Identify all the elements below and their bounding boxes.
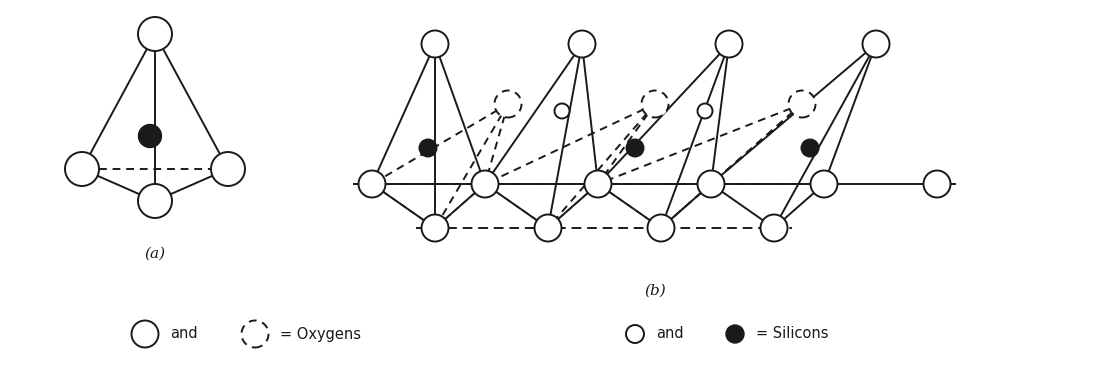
- Circle shape: [131, 321, 159, 347]
- Circle shape: [65, 152, 99, 186]
- Text: (a): (a): [144, 247, 166, 261]
- Text: = Oxygens: = Oxygens: [280, 326, 362, 341]
- Circle shape: [801, 139, 819, 157]
- Text: and: and: [656, 326, 683, 341]
- Circle shape: [716, 30, 743, 57]
- Circle shape: [642, 90, 669, 117]
- Circle shape: [569, 30, 596, 57]
- Circle shape: [924, 171, 951, 198]
- Circle shape: [139, 124, 161, 147]
- Circle shape: [138, 17, 172, 51]
- Circle shape: [554, 104, 569, 119]
- Circle shape: [495, 90, 522, 117]
- Circle shape: [726, 325, 744, 343]
- Circle shape: [534, 214, 561, 242]
- Circle shape: [788, 90, 815, 117]
- Circle shape: [421, 30, 448, 57]
- Circle shape: [472, 171, 498, 198]
- Circle shape: [698, 171, 725, 198]
- Circle shape: [647, 214, 674, 242]
- Circle shape: [862, 30, 889, 57]
- Circle shape: [626, 139, 644, 157]
- Circle shape: [811, 171, 838, 198]
- Text: = Silicons: = Silicons: [756, 326, 829, 341]
- Text: and: and: [170, 326, 198, 341]
- Text: (b): (b): [644, 284, 666, 298]
- Circle shape: [242, 321, 269, 347]
- Circle shape: [138, 184, 172, 218]
- Circle shape: [211, 152, 245, 186]
- Circle shape: [421, 214, 448, 242]
- Circle shape: [626, 325, 644, 343]
- Circle shape: [585, 171, 612, 198]
- Circle shape: [358, 171, 385, 198]
- Circle shape: [698, 104, 712, 119]
- Circle shape: [760, 214, 787, 242]
- Circle shape: [419, 139, 437, 157]
